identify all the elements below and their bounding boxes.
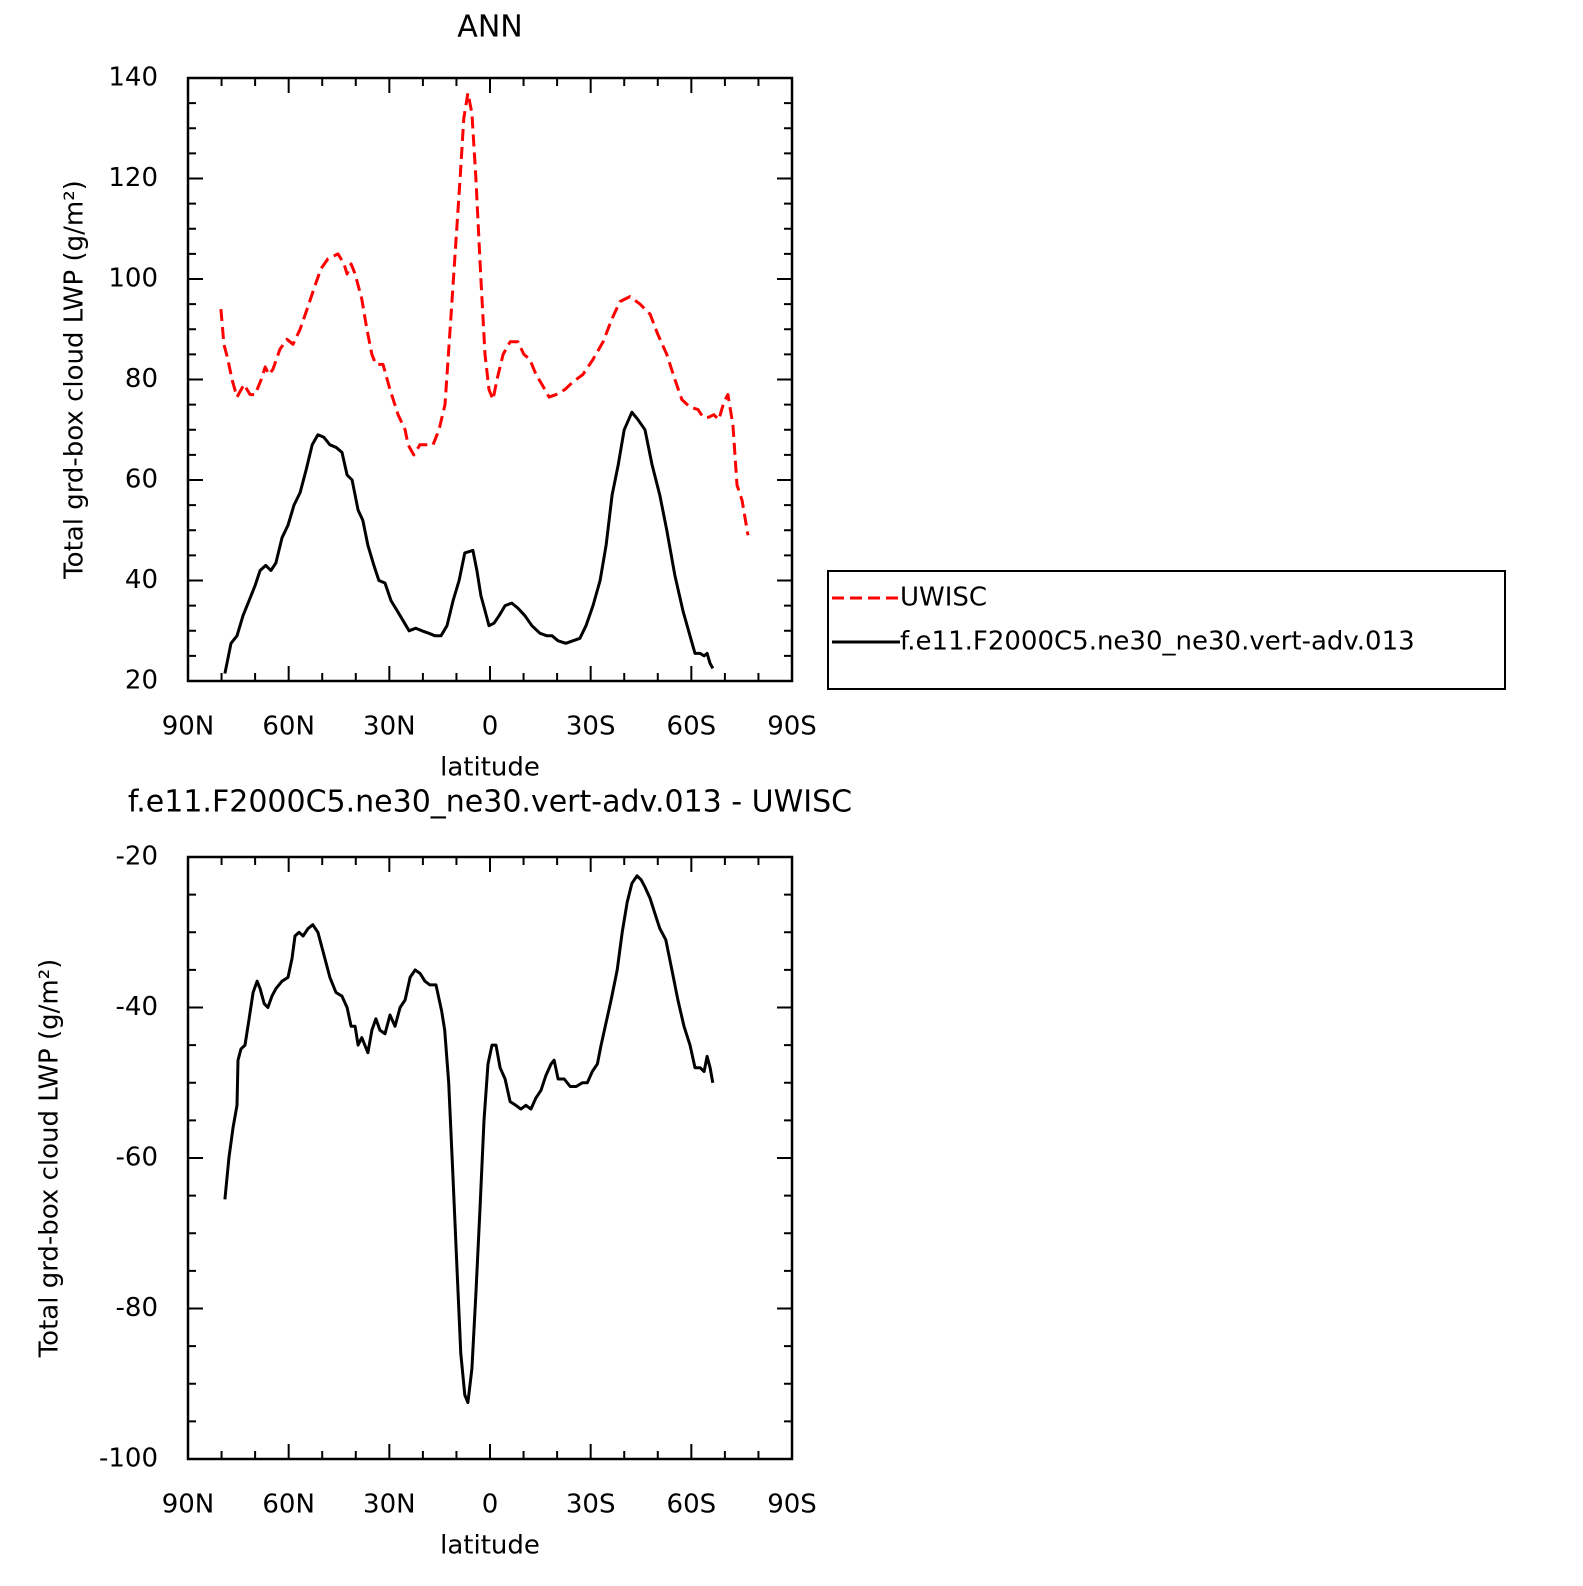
x-tick-label: 90S bbox=[767, 712, 817, 742]
x-axis-label: latitude bbox=[440, 1531, 540, 1561]
x-axis-label: latitude bbox=[440, 753, 540, 783]
data-line bbox=[223, 874, 715, 1405]
x-tick-label: 0 bbox=[482, 1490, 499, 1520]
x-tick-label: 90N bbox=[162, 1490, 215, 1520]
y-tick-label: -60 bbox=[116, 1143, 158, 1173]
y-axis-label: Total grd-box cloud LWP (g/m²) bbox=[35, 959, 65, 1359]
y-tick-label: 140 bbox=[108, 63, 158, 93]
plot-frame bbox=[186, 76, 794, 683]
x-tick-label: 30N bbox=[363, 1490, 416, 1520]
y-tick-label: -20 bbox=[116, 842, 158, 872]
x-tick-label: 0 bbox=[482, 712, 499, 742]
x-tick-label: 60S bbox=[667, 1490, 717, 1520]
plot-frame bbox=[186, 855, 794, 1461]
chart-title: ANN bbox=[457, 10, 522, 45]
x-tick-label: 60N bbox=[262, 712, 315, 742]
chart-title: f.e11.F2000C5.ne30_ne30.vert-adv.013 - U… bbox=[128, 785, 852, 820]
legend-label: f.e11.F2000C5.ne30_ne30.vert-adv.013 bbox=[900, 627, 1415, 657]
y-tick-label: 20 bbox=[125, 666, 158, 696]
y-tick-label: 80 bbox=[125, 364, 158, 394]
x-tick-label: 30N bbox=[363, 712, 416, 742]
x-tick-label: 90N bbox=[162, 712, 215, 742]
y-tick-label: 120 bbox=[108, 163, 158, 193]
legend-box bbox=[827, 570, 1506, 690]
x-tick-label: 60S bbox=[667, 712, 717, 742]
x-tick-label: 60N bbox=[262, 1490, 315, 1520]
y-tick-label: 40 bbox=[125, 565, 158, 595]
y-tick-label: -100 bbox=[99, 1444, 158, 1474]
y-tick-label: -80 bbox=[116, 1293, 158, 1323]
data-line bbox=[223, 410, 715, 674]
legend-label: UWISC bbox=[900, 583, 987, 613]
x-tick-label: 30S bbox=[566, 712, 616, 742]
x-tick-label: 30S bbox=[566, 1490, 616, 1520]
y-tick-label: -40 bbox=[116, 992, 158, 1022]
y-tick-label: 60 bbox=[125, 465, 158, 495]
x-tick-label: 90S bbox=[767, 1490, 817, 1520]
y-axis-label: Total grd-box cloud LWP (g/m²) bbox=[60, 180, 90, 580]
y-tick-label: 100 bbox=[108, 264, 158, 294]
data-line bbox=[219, 91, 750, 536]
